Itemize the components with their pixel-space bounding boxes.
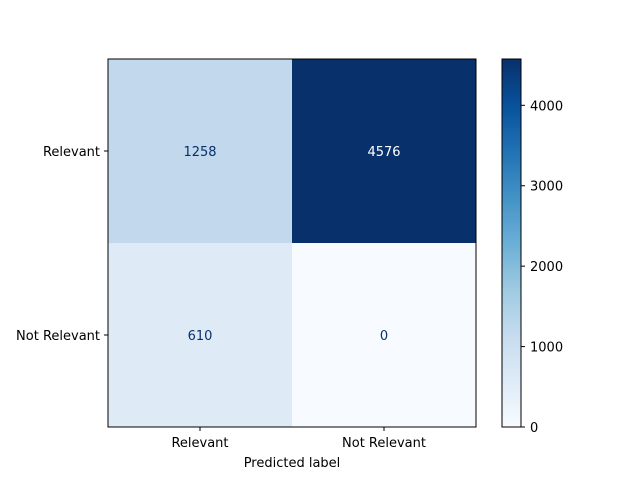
matrix-cell-labels: 1258 4576 610 0 (183, 145, 400, 344)
y-axis-ticks: Relevant Not Relevant (16, 145, 108, 344)
colorbar-tick-label-3: 3000 (530, 180, 563, 195)
x-axis-label: Predicted label (244, 456, 341, 471)
matrix-cell-r1-c0 (108, 243, 292, 427)
y-tick-label-0: Relevant (43, 145, 100, 160)
colorbar-tick-label-0: 0 (530, 421, 538, 436)
colorbar (501, 58, 522, 428)
colorbar-ticks: 0 1000 2000 3000 4000 (521, 99, 563, 436)
x-axis-ticks: Relevant Not Relevant (171, 427, 426, 451)
matrix-cell-r1-c1 (292, 243, 476, 427)
colorbar-tick-label-1: 1000 (530, 341, 563, 356)
colorbar-tick-label-2: 2000 (530, 260, 563, 275)
cell-value-r0-c1: 4576 (367, 145, 400, 160)
plot-frame (107, 58, 477, 428)
matrix-cell-r0-c1 (292, 59, 476, 243)
cell-value-r1-c1: 0 (380, 329, 388, 344)
x-tick-label-1: Not Relevant (342, 436, 426, 451)
colorbar-tick-label-4: 4000 (530, 99, 563, 114)
matrix-cell-r0-c0 (108, 59, 292, 243)
cell-value-r1-c0: 610 (188, 329, 213, 344)
y-tick-label-1: Not Relevant (16, 329, 100, 344)
cell-value-r0-c0: 1258 (183, 145, 216, 160)
matrix-cells (108, 59, 476, 427)
x-tick-label-0: Relevant (171, 436, 228, 451)
